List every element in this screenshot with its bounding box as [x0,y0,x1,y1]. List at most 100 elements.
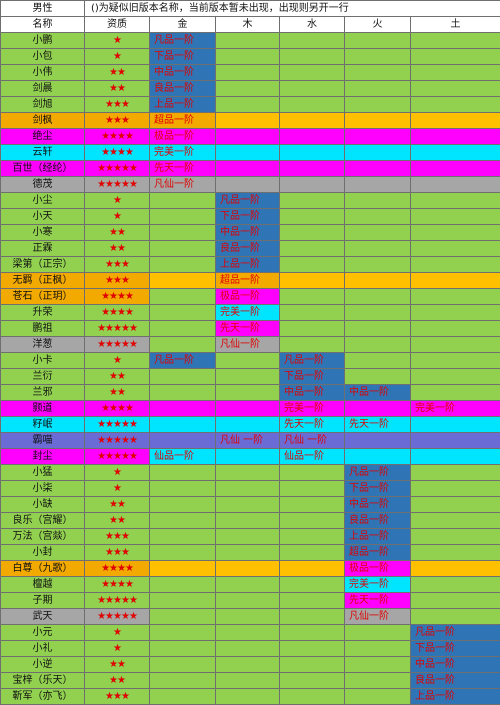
fire-grade-cell[interactable]: 凡品一阶 [345,465,411,481]
name-cell[interactable]: 剑旭 [1,97,85,113]
metal-grade-cell[interactable] [150,193,216,209]
fire-grade-cell[interactable] [345,257,411,273]
wood-grade-cell[interactable]: 上品一阶 [216,257,280,273]
name-cell[interactable]: 云轩 [1,145,85,161]
quality-stars[interactable]: ★★★★ [85,577,150,593]
metal-grade-cell[interactable] [150,529,216,545]
earth-grade-cell[interactable]: 中品一阶 [411,657,500,673]
name-cell[interactable]: 檀越 [1,577,85,593]
earth-grade-cell[interactable] [411,513,500,529]
earth-grade-cell[interactable] [411,273,500,289]
water-grade-cell[interactable]: 完美一阶 [280,401,345,417]
fire-grade-cell[interactable] [345,625,411,641]
earth-grade-cell[interactable] [411,225,500,241]
wood-grade-cell[interactable] [216,97,280,113]
wood-grade-cell[interactable] [216,369,280,385]
earth-grade-cell[interactable] [411,385,500,401]
fire-grade-cell[interactable]: 良品一阶 [345,513,411,529]
water-grade-cell[interactable] [280,321,345,337]
metal-grade-cell[interactable]: 完美一阶 [150,145,216,161]
wood-grade-cell[interactable] [216,561,280,577]
wood-grade-cell[interactable] [216,49,280,65]
wood-grade-cell[interactable]: 先天一阶 [216,321,280,337]
metal-grade-cell[interactable]: 良品一阶 [150,81,216,97]
name-cell[interactable]: 子期 [1,593,85,609]
quality-stars[interactable]: ★★ [85,81,150,97]
earth-grade-cell[interactable] [411,417,500,433]
name-cell[interactable]: 小猛 [1,465,85,481]
quality-stars[interactable]: ★★★★ [85,401,150,417]
name-cell[interactable]: 靳军（亦飞） [1,689,85,705]
fire-grade-cell[interactable] [345,657,411,673]
fire-grade-cell[interactable]: 先天一阶 [345,593,411,609]
earth-grade-cell[interactable] [411,145,500,161]
name-cell[interactable]: 鹏祖 [1,321,85,337]
fire-grade-cell[interactable] [345,433,411,449]
wood-grade-cell[interactable] [216,673,280,689]
wood-grade-cell[interactable]: 中品一阶 [216,225,280,241]
fire-grade-cell[interactable] [345,161,411,177]
fire-grade-cell[interactable]: 完美一阶 [345,577,411,593]
name-cell[interactable]: 升荣 [1,305,85,321]
name-cell[interactable]: 兰衍 [1,369,85,385]
fire-grade-cell[interactable] [345,49,411,65]
name-cell[interactable]: 小礼 [1,641,85,657]
earth-grade-cell[interactable] [411,241,500,257]
wood-grade-cell[interactable] [216,513,280,529]
wood-grade-cell[interactable] [216,401,280,417]
water-grade-cell[interactable] [280,673,345,689]
metal-grade-cell[interactable]: 超品一阶 [150,113,216,129]
quality-stars[interactable]: ★★ [85,657,150,673]
wood-grade-cell[interactable] [216,609,280,625]
quality-stars[interactable]: ★★★★ [85,129,150,145]
quality-stars[interactable]: ★★★ [85,529,150,545]
fire-grade-cell[interactable] [345,337,411,353]
fire-grade-cell[interactable]: 凡仙一阶 [345,609,411,625]
water-grade-cell[interactable] [280,97,345,113]
name-cell[interactable]: 小尘 [1,193,85,209]
name-cell[interactable]: 正霖 [1,241,85,257]
wood-grade-cell[interactable] [216,625,280,641]
water-grade-cell[interactable] [280,689,345,705]
quality-stars[interactable]: ★★ [85,65,150,81]
wood-grade-cell[interactable] [216,481,280,497]
earth-grade-cell[interactable] [411,129,500,145]
metal-grade-cell[interactable] [150,657,216,673]
quality-stars[interactable]: ★★ [85,225,150,241]
name-cell[interactable]: 剑枫 [1,113,85,129]
fire-grade-cell[interactable] [345,241,411,257]
metal-grade-cell[interactable] [150,385,216,401]
wood-grade-cell[interactable] [216,545,280,561]
metal-grade-cell[interactable]: 极品一阶 [150,129,216,145]
water-grade-cell[interactable] [280,113,345,129]
water-grade-cell[interactable] [280,497,345,513]
quality-stars[interactable]: ★★★★★ [85,161,150,177]
earth-grade-cell[interactable] [411,337,500,353]
earth-grade-cell[interactable] [411,161,500,177]
metal-grade-cell[interactable] [150,257,216,273]
fire-grade-cell[interactable] [345,193,411,209]
quality-stars[interactable]: ★★★ [85,689,150,705]
earth-grade-cell[interactable] [411,305,500,321]
quality-stars[interactable]: ★★★★ [85,305,150,321]
metal-grade-cell[interactable]: 凡品一阶 [150,353,216,369]
name-cell[interactable]: 小天 [1,209,85,225]
quality-stars[interactable]: ★★★★★ [85,449,150,465]
metal-grade-cell[interactable] [150,241,216,257]
earth-grade-cell[interactable] [411,481,500,497]
quality-stars[interactable]: ★★★★★ [85,177,150,193]
metal-grade-cell[interactable] [150,465,216,481]
wood-grade-cell[interactable] [216,497,280,513]
water-grade-cell[interactable] [280,545,345,561]
water-grade-cell[interactable] [280,529,345,545]
earth-grade-cell[interactable] [411,561,500,577]
name-cell[interactable]: 籽岷 [1,417,85,433]
earth-grade-cell[interactable] [411,577,500,593]
name-cell[interactable]: 白尊（九歌） [1,561,85,577]
metal-grade-cell[interactable] [150,417,216,433]
metal-grade-cell[interactable] [150,609,216,625]
quality-stars[interactable]: ★★ [85,513,150,529]
water-grade-cell[interactable] [280,513,345,529]
metal-grade-cell[interactable]: 上品一阶 [150,97,216,113]
fire-grade-cell[interactable] [345,129,411,145]
